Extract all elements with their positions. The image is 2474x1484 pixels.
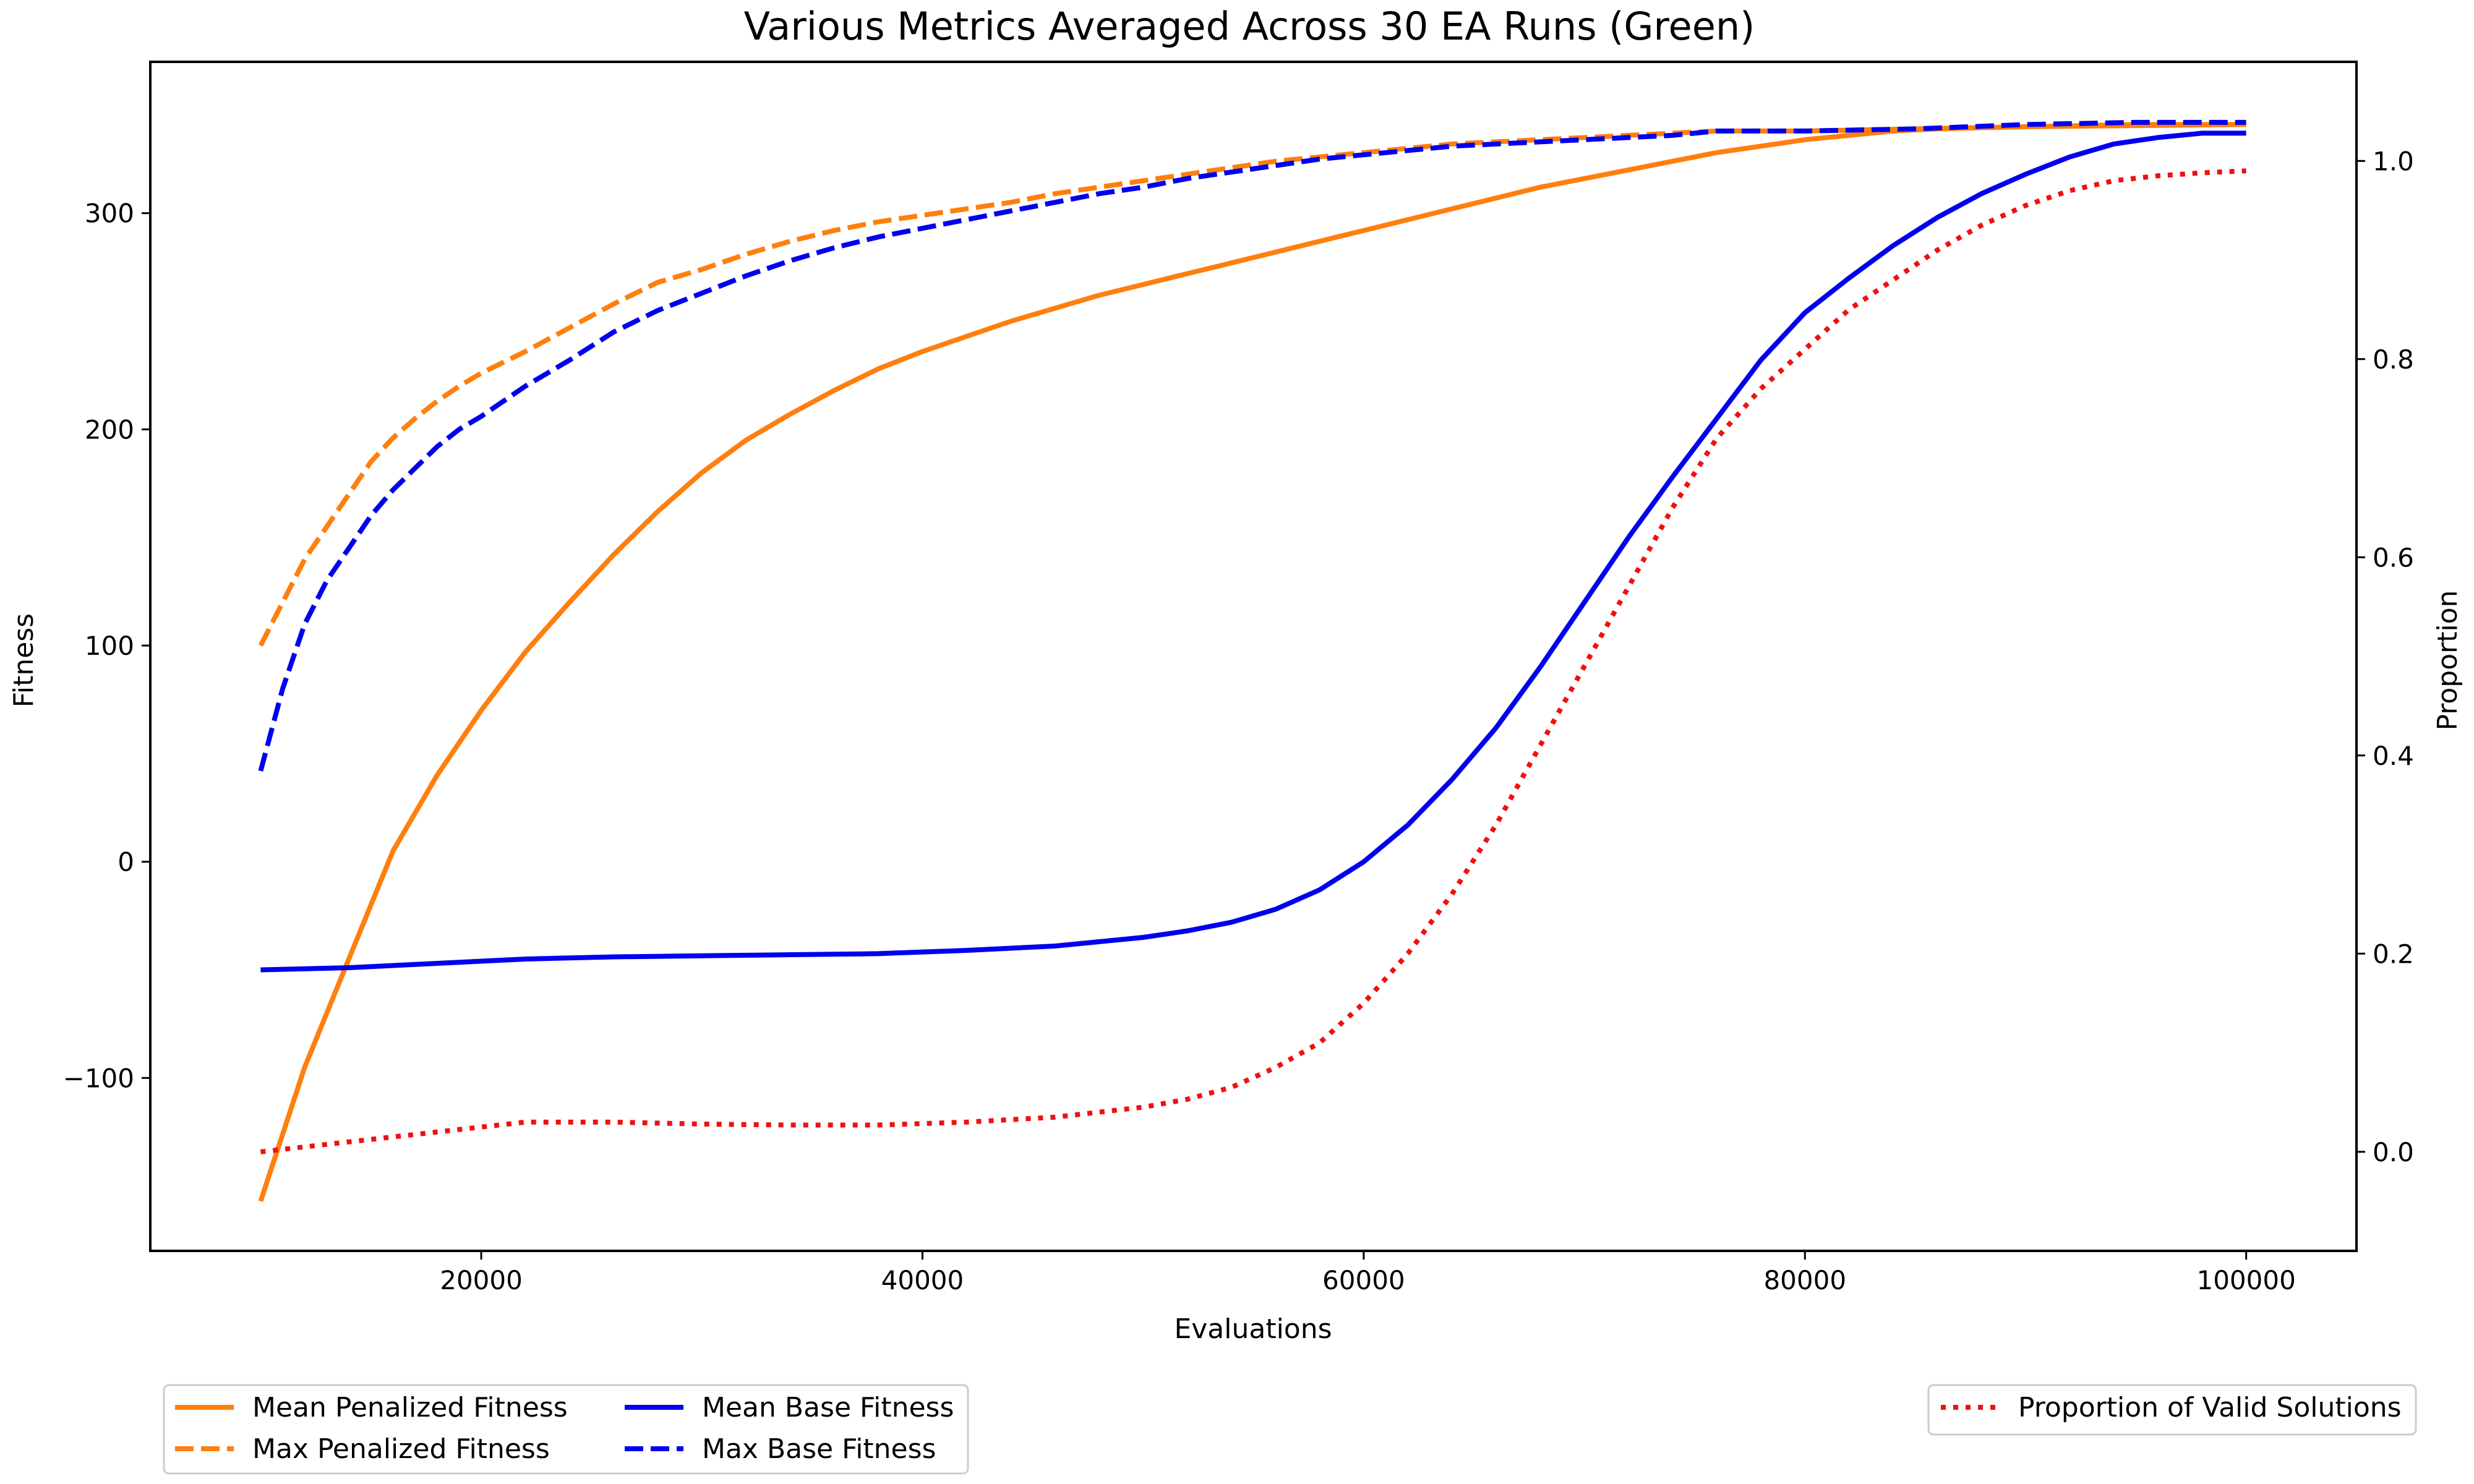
x-tick-label: 80000 — [1763, 1265, 1846, 1295]
series-line — [258, 119, 2246, 772]
legend-label: Max Penalized Fitness — [252, 1433, 550, 1465]
x-axis: 20000 40000 60000 80000 100000 — [440, 1251, 2296, 1295]
y2-tick-label: 1.0 — [2373, 146, 2414, 176]
chart-title: Various Metrics Averaged Across 30 EA Ru… — [744, 4, 1755, 49]
series-line — [260, 130, 2246, 973]
legend-label: Mean Base Fitness — [702, 1392, 954, 1423]
legend-label: Max Base Fitness — [702, 1433, 936, 1465]
y-axis-label: Fitness — [8, 613, 40, 707]
y-axis-right: 0.0 0.2 0.4 0.6 0.8 1.0 — [2356, 146, 2414, 1167]
y2-tick-label: 0.2 — [2373, 939, 2414, 969]
y-tick-label: 200 — [85, 414, 134, 445]
y-tick-label: −100 — [63, 1063, 134, 1093]
y2-tick-label: 0.0 — [2373, 1137, 2414, 1167]
legend-right: Proportion of Valid Solutions — [1927, 1384, 2417, 1436]
x-tick-label: 40000 — [881, 1265, 964, 1295]
legend-label: Mean Penalized Fitness — [252, 1392, 568, 1423]
y-tick-label: 100 — [85, 631, 134, 661]
x-tick-label: 20000 — [440, 1265, 523, 1295]
y-axis-left: −100 0 100 200 300 — [63, 198, 150, 1093]
y2-tick-label: 0.6 — [2373, 542, 2414, 573]
series-line — [260, 168, 2246, 1154]
y-tick-label: 0 — [118, 847, 134, 877]
legend-left: Mean Penalized Fitness Max Penalized Fitn… — [163, 1384, 969, 1475]
y2-axis-label: Proportion — [2432, 590, 2463, 730]
plot-area — [258, 119, 2246, 1202]
y2-tick-label: 0.8 — [2373, 344, 2414, 375]
axes-frame — [149, 61, 2358, 1252]
x-axis-label: Evaluations — [1174, 1313, 1332, 1345]
x-tick-label: 60000 — [1322, 1265, 1405, 1295]
legend-label: Proportion of Valid Solutions — [2018, 1392, 2402, 1423]
y2-tick-label: 0.4 — [2373, 741, 2414, 771]
series-line — [258, 122, 2246, 1202]
x-tick-label: 100000 — [2196, 1265, 2295, 1295]
y-tick-label: 300 — [85, 198, 134, 229]
series-line — [258, 122, 2246, 647]
